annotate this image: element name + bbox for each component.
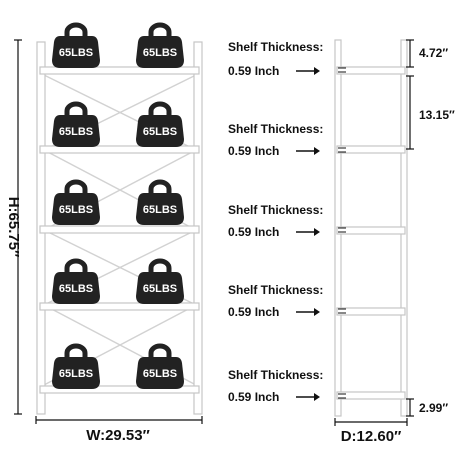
side-shelf-2 [336, 145, 406, 154]
weight-load-label: 65LBS [59, 283, 93, 295]
side-shelf-4 [336, 307, 406, 316]
shelf-thickness-value: 0.59 Inch [228, 390, 279, 404]
bottom-gap-dimension [406, 398, 414, 417]
weight-icon: 65LBS [136, 343, 184, 389]
shelf-thickness-callouts: Shelf Thickness: 0.59 Inch Shelf Thickness… [228, 40, 346, 404]
width-dimension [35, 416, 203, 424]
width-label: W:29.53″ [86, 427, 150, 444]
thickness-tick [338, 308, 346, 314]
thickness-tick [338, 227, 346, 233]
weight-icon: 65LBS [52, 258, 100, 304]
front-view-shelf [36, 41, 203, 415]
side-shelf-3 [336, 226, 406, 235]
weight-load-label: 65LBS [59, 204, 93, 216]
right-arrow-icon [296, 393, 320, 401]
shelf-thickness-title: Shelf Thickness: [228, 283, 323, 297]
x-bracing [43, 74, 197, 386]
weight-icon: 65LBS [136, 101, 184, 147]
shelf-spacing-dimension [406, 75, 414, 150]
top-gap-label: 4.72″ [419, 46, 448, 60]
shelf-thickness-title: Shelf Thickness: [228, 368, 323, 382]
height-dimension [14, 39, 22, 415]
right-arrow-icon [296, 147, 320, 155]
weight-load-label: 65LBS [143, 204, 177, 216]
weight-icon: 65LBS [52, 179, 100, 225]
shelf-5 [39, 385, 200, 394]
weight-icon: 65LBS [52, 343, 100, 389]
right-arrow-icon [296, 228, 320, 236]
side-shelf-5 [336, 391, 406, 400]
shelf-4 [39, 302, 200, 311]
shelf-thickness-title: Shelf Thickness: [228, 203, 323, 217]
shelf-thickness-value: 0.59 Inch [228, 144, 279, 158]
weight-load-label: 65LBS [143, 47, 177, 59]
shelf-spacing-label: 13.15″ [419, 108, 455, 122]
weight-load-label: 65LBS [143, 368, 177, 380]
weight-icon: 65LBS [52, 101, 100, 147]
thickness-tick [338, 393, 346, 399]
thickness-tick [338, 147, 346, 153]
weight-load-label: 65LBS [143, 126, 177, 138]
shelf-thickness-title: Shelf Thickness: [228, 122, 323, 136]
bottom-gap-label: 2.99″ [419, 401, 448, 415]
top-gap-dimension [406, 39, 414, 68]
weight-icon: 65LBS [136, 179, 184, 225]
weight-icon: 65LBS [136, 22, 184, 68]
shelf-thickness-value: 0.59 Inch [228, 64, 279, 78]
weight-load-label: 65LBS [59, 47, 93, 59]
weight-icons: 65LBS 65LBS 65LBS 65LBS 65LBS 65LBS 65LBS 65LBS… [52, 22, 184, 389]
weight-load-label: 65LBS [59, 126, 93, 138]
shelf-3 [39, 225, 200, 234]
right-arrow-icon [296, 67, 320, 75]
side-shelf-1 [336, 66, 406, 75]
weight-icon: 65LBS [136, 258, 184, 304]
weight-load-label: 65LBS [59, 368, 93, 380]
weight-icon: 65LBS [52, 22, 100, 68]
shelf-thickness-value: 0.59 Inch [228, 305, 279, 319]
depth-label: D:12.60″ [341, 428, 402, 445]
shelf-1 [39, 66, 200, 75]
shelf-thickness-value: 0.59 Inch [228, 225, 279, 239]
height-label: H:65.75″ [5, 197, 22, 258]
thickness-tick [338, 67, 346, 73]
right-arrow-icon [296, 308, 320, 316]
depth-dimension [334, 418, 408, 426]
shelf-thickness-title: Shelf Thickness: [228, 40, 323, 54]
shelf-2 [39, 145, 200, 154]
weight-load-label: 65LBS [143, 283, 177, 295]
